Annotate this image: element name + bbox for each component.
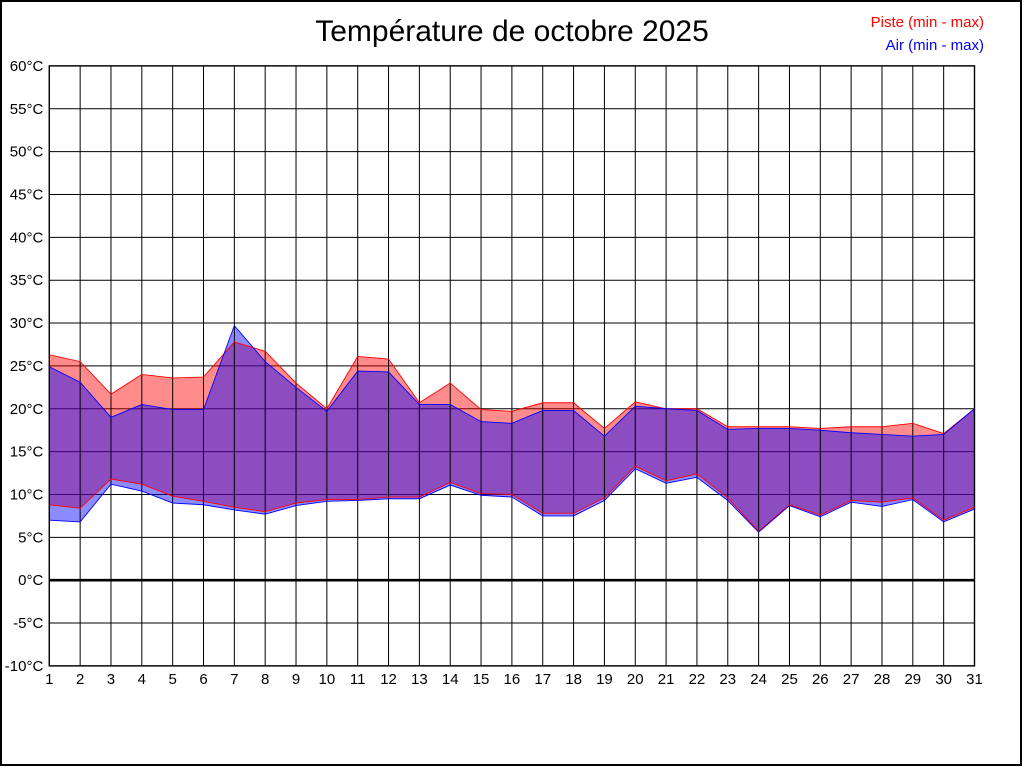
svg-text:20: 20 xyxy=(627,671,644,688)
svg-text:15°C: 15°C xyxy=(10,444,44,461)
svg-text:40°C: 40°C xyxy=(10,229,44,246)
svg-text:29: 29 xyxy=(904,671,921,688)
svg-text:9: 9 xyxy=(292,671,300,688)
svg-text:1: 1 xyxy=(45,671,53,688)
svg-text:15: 15 xyxy=(473,671,490,688)
svg-text:10: 10 xyxy=(319,671,336,688)
svg-text:4: 4 xyxy=(138,671,146,688)
svg-text:12: 12 xyxy=(380,671,397,688)
svg-text:35°C: 35°C xyxy=(10,272,44,289)
svg-text:25°C: 25°C xyxy=(10,358,44,375)
svg-text:31: 31 xyxy=(966,671,983,688)
svg-text:-5°C: -5°C xyxy=(13,615,43,632)
svg-text:16: 16 xyxy=(504,671,521,688)
svg-text:21: 21 xyxy=(658,671,675,688)
svg-text:28: 28 xyxy=(874,671,891,688)
svg-text:18: 18 xyxy=(565,671,582,688)
svg-text:60°C: 60°C xyxy=(10,58,44,75)
svg-text:20°C: 20°C xyxy=(10,401,44,418)
svg-text:30: 30 xyxy=(935,671,952,688)
svg-text:-10°C: -10°C xyxy=(5,658,44,675)
svg-text:7: 7 xyxy=(230,671,238,688)
svg-text:26: 26 xyxy=(812,671,829,688)
svg-text:3: 3 xyxy=(107,671,115,688)
svg-text:27: 27 xyxy=(843,671,860,688)
svg-text:5: 5 xyxy=(168,671,176,688)
svg-text:11: 11 xyxy=(350,671,366,688)
svg-text:25: 25 xyxy=(781,671,798,688)
svg-text:24: 24 xyxy=(750,671,767,688)
svg-text:10°C: 10°C xyxy=(10,486,44,503)
svg-text:0°C: 0°C xyxy=(18,572,43,589)
svg-text:5°C: 5°C xyxy=(18,529,43,546)
svg-text:13: 13 xyxy=(411,671,428,688)
svg-text:30°C: 30°C xyxy=(10,315,44,332)
svg-text:2: 2 xyxy=(76,671,84,688)
svg-text:55°C: 55°C xyxy=(10,101,44,118)
svg-text:8: 8 xyxy=(261,671,269,688)
svg-text:23: 23 xyxy=(719,671,736,688)
svg-text:14: 14 xyxy=(442,671,459,688)
svg-text:22: 22 xyxy=(689,671,706,688)
svg-text:50°C: 50°C xyxy=(10,144,44,161)
svg-text:19: 19 xyxy=(596,671,613,688)
svg-text:45°C: 45°C xyxy=(10,186,44,203)
svg-text:6: 6 xyxy=(199,671,207,688)
svg-text:17: 17 xyxy=(534,671,551,688)
